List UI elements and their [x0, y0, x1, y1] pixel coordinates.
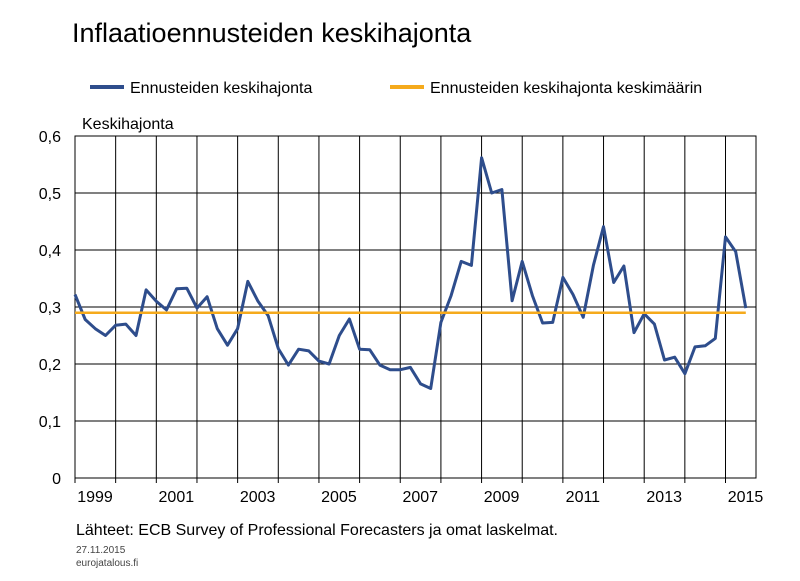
- x-tick-label: 2013: [646, 489, 682, 506]
- legend-item-series: Ennusteiden keskihajonta: [90, 80, 312, 98]
- legend-swatch-series: [90, 84, 124, 89]
- y-tick-label: 0,2: [39, 357, 61, 374]
- legend-label-series: Ennusteiden keskihajonta: [130, 80, 313, 97]
- legend-swatch-average: [390, 84, 424, 89]
- y-tick-label: 0,5: [39, 186, 61, 203]
- plot-frame: [74, 135, 757, 479]
- y-tick-label: 0,1: [39, 414, 61, 431]
- x-tick-label: 2007: [402, 489, 438, 506]
- series-line-keskihajonta: [73, 156, 748, 390]
- x-tick-label: 2011: [566, 489, 601, 506]
- x-tick-label: 2009: [484, 489, 520, 506]
- y-tick-label: 0,6: [39, 129, 61, 146]
- publish-date: 27.11.2015: [76, 545, 126, 556]
- x-tick-label: 2001: [159, 489, 195, 506]
- x-tick-label: 2015: [728, 489, 764, 506]
- x-tick-label: 2003: [240, 489, 276, 506]
- source-note: Lähteet: ECB Survey of Professional Fore…: [76, 522, 558, 539]
- x-tick-label: 1999: [77, 489, 113, 506]
- y-tick-label: 0: [52, 471, 61, 488]
- x-tick-label: 2005: [321, 489, 357, 506]
- y-tick-label: 0,3: [39, 300, 61, 317]
- site-name: eurojatalous.fi: [76, 558, 139, 569]
- chart-title: Inflaatioennusteiden keskihajonta: [72, 18, 472, 48]
- legend-item-average: Ennusteiden keskihajonta keskimäärin: [390, 80, 702, 98]
- y-axis-label: Keskihajonta: [82, 116, 174, 133]
- y-tick-label: 0,4: [39, 243, 61, 260]
- legend-label-average: Ennusteiden keskihajonta keskimäärin: [430, 80, 703, 97]
